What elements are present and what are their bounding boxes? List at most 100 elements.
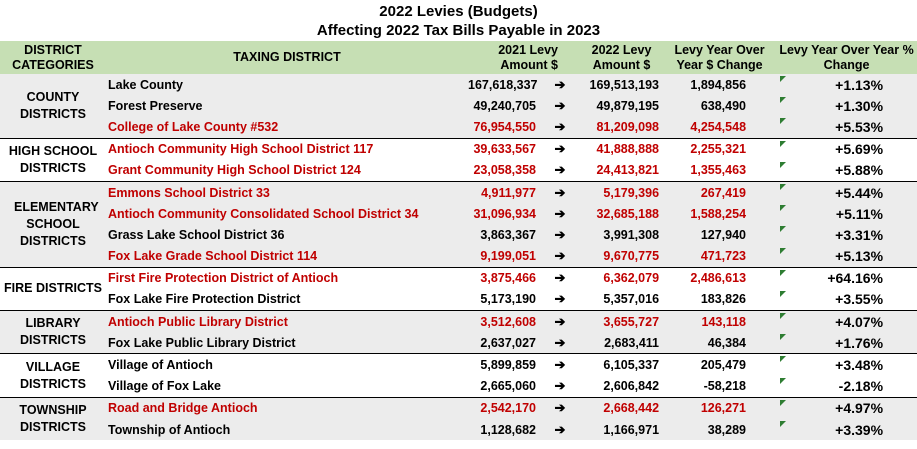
header-row: DISTRICT CATEGORIES TAXING DISTRICT 2021… [0,41,917,74]
pct-change-value: +5.53% [776,116,917,139]
levy-2021-value: 5,899,859 [468,353,540,376]
cell-marker-icon [780,377,787,384]
table-row: Fox Lake Grade School District 114 9,199,… [0,245,917,268]
levy-2022-value: 9,670,775 [580,245,664,268]
arrow-icon: ➔ [554,291,566,307]
pct-change-value: +5.44% [776,180,917,204]
header-dollar-change: Levy Year Over Year $ Change [663,41,777,74]
levies-table: DISTRICT CATEGORIES TAXING DISTRICT 2021… [0,41,917,441]
pct-change-value: +64.16% [776,266,917,289]
arrow-icon: ➔ [540,310,581,333]
cell-marker-icon [780,269,787,276]
table-row: TOWNSHIP DISTRICTS Road and Bridge Antioc… [0,396,917,441]
dollar-change-value: 126,271 [663,396,777,419]
dollar-change-value: 4,254,548 [663,116,777,139]
dollar-change-value: 1,588,254 [663,203,777,225]
arrow-icon: ➔ [540,203,581,225]
pct-change-value: +1.30% [776,95,917,117]
levy-2022-value: 81,209,098 [580,116,664,139]
cell-marker-icon [780,97,787,104]
table-row: College of Lake County #532 76,954,550 ➔ 81… [0,116,917,139]
table-row: COUNTY DISTRICTS Lake County 167,618,337 ➔ 1… [0,74,917,139]
cell-marker-icon [780,399,787,406]
taxing-district-name: Grass Lake School District 36 [106,224,468,246]
levy-2021-value: 1,128,682 [468,419,540,441]
taxing-district-name: Fox Lake Grade School District 114 [106,245,468,268]
taxing-district-name: College of Lake County #532 [106,116,468,139]
levy-2022-value: 169,513,193 [580,74,664,96]
levy-2021-value: 2,542,170 [468,396,540,419]
district-category: ELEMENTARY SCHOOL DISTRICTS [0,180,106,268]
pct-change-value: +4.07% [776,310,917,333]
levy-2022-value: 2,606,842 [603,379,660,394]
arrow-icon: ➔ [540,266,581,289]
cell-marker-icon [780,421,787,427]
cell-marker-icon [780,183,787,190]
pct-change-value: +5.69% [776,137,917,160]
pct-change-value: +3.39% [776,419,917,441]
dollar-change-value: 2,255,321 [663,137,777,160]
levy-2022-value: 3,991,308 [580,224,664,246]
table-row: HIGH SCHOOL DISTRICTS Antioch Community H… [0,137,917,182]
dollar-change-value: 183,826 [700,292,747,307]
pct-change-value: +5.11% [776,203,917,225]
levy-2021-value: 5,173,190 [480,292,536,307]
pct-change-value: -2.18% [776,376,917,398]
levy-2021-value: 23,058,358 [473,163,536,178]
page-subtitle: Affecting 2022 Tax Bills Payable in 2023 [316,22,601,39]
table-row: Fox Lake Public Library District 2,637,02… [0,332,917,354]
levy-2021-value: 167,618,337 [468,74,540,96]
levy-2021-value: 3,863,367 [468,224,540,246]
dollar-change-value: 638,490 [663,95,777,117]
taxing-district-name: Fox Lake Fire Protection District [108,292,301,307]
cell-marker-icon [780,290,787,297]
levy-2021-value: 76,954,550 [468,116,540,139]
district-category: FIRE DISTRICTS [0,266,106,311]
arrow-icon: ➔ [540,95,581,117]
taxing-district-name: Lake County [106,74,468,96]
taxing-district-name: Antioch Public Library District [106,310,468,333]
dollar-change-value: 143,118 [663,310,777,333]
arrow-icon: ➔ [554,162,566,178]
arrow-icon: ➔ [540,180,581,204]
header-taxing-district: TAXING DISTRICT [106,41,468,74]
header-levy-2021: 2021 Levy Amount $ [468,41,581,74]
dollar-change-value: 471,723 [663,245,777,268]
taxing-district-name: Fox Lake Public Library District [106,332,468,354]
levy-2021-value: 9,199,051 [468,245,540,268]
cell-marker-icon [780,247,787,254]
dollar-change-value: 46,384 [663,332,777,354]
arrow-icon: ➔ [540,116,581,139]
table-row: Grass Lake School District 36 3,863,367 ➔ 3… [0,224,917,246]
levy-2021-value: 3,512,608 [468,310,540,333]
taxing-district-name: Grant Community High School District 124 [108,163,361,178]
table-row: ELEMENTARY SCHOOL DISTRICTS Emmons School… [0,180,917,268]
district-category: LIBRARY DISTRICTS [0,310,106,354]
arrow-icon: ➔ [540,245,581,268]
table-row: Grant Community High School District 124… [0,160,917,182]
cell-marker-icon [780,313,787,320]
page-title: 2022 Levies (Budgets) [379,3,538,20]
table-row: VILLAGE DISTRICTS Village of Antioch 5,899… [0,353,917,398]
pct-change-value: +4.97% [776,396,917,419]
dollar-change-value: 267,419 [663,180,777,204]
levy-2021-value: 3,875,466 [468,266,540,289]
dollar-change-value: -58,218 [703,379,747,394]
levy-2022-value: 2,683,411 [580,332,664,354]
cell-marker-icon [780,205,787,212]
table-row: Fox Lake Fire Protection District 5,173,1… [0,289,917,311]
dollar-change-value: 2,486,613 [663,266,777,289]
levy-2022-value: 2,668,442 [580,396,664,419]
levy-2022-value: 41,888,888 [580,137,664,160]
arrow-icon: ➔ [540,224,581,246]
levy-2021-value: 39,633,567 [468,137,540,160]
taxing-district-name: Antioch Community Consolidated School Di… [106,203,468,225]
pct-change-value: +3.48% [776,353,917,376]
levy-2021-value: 4,911,977 [468,180,540,204]
cell-marker-icon [780,334,787,341]
taxing-district-name: Forest Preserve [106,95,468,117]
levy-2022-value: 32,685,188 [580,203,664,225]
pct-change-value: +1.76% [776,332,917,354]
pct-change-value: +5.88% [776,160,917,182]
arrow-icon: ➔ [540,353,581,376]
